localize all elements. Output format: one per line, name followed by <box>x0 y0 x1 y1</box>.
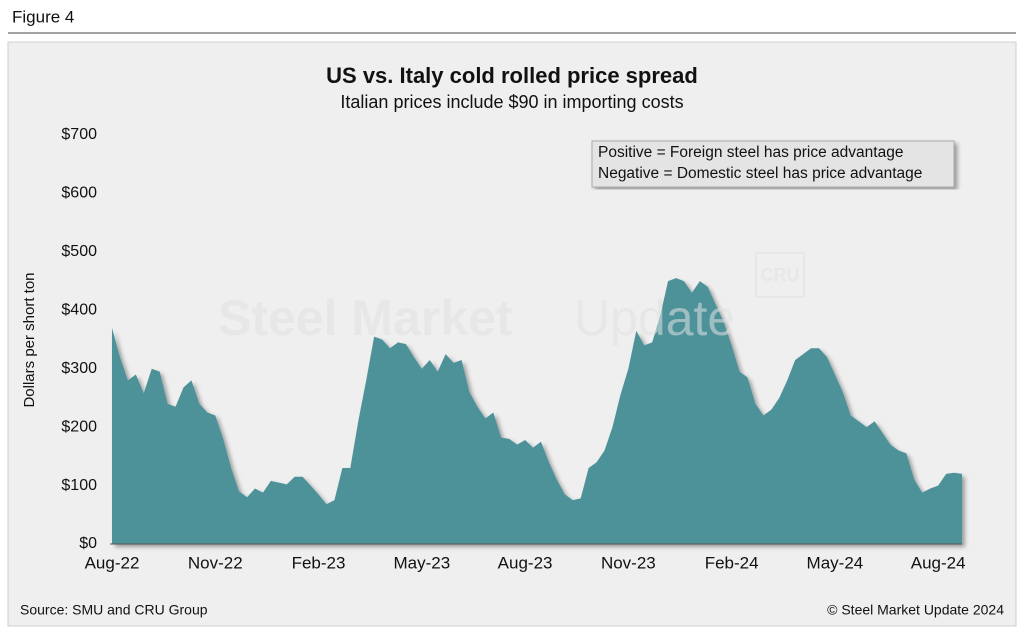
watermark-logo: CRU <box>761 265 800 285</box>
x-tick-label: Feb-24 <box>705 553 759 572</box>
y-tick-label: $500 <box>61 243 97 260</box>
x-tick-label: Nov-23 <box>601 553 656 572</box>
annotation-box <box>591 140 955 188</box>
copyright: © Steel Market Update 2024 <box>827 602 1004 618</box>
watermark: Steel Market Update CRU <box>218 252 805 346</box>
chart-title: US vs. Italy cold rolled price spread <box>326 63 698 88</box>
y-axis-label: Dollars per short ton <box>21 272 38 407</box>
y-tick-label: $300 <box>61 360 97 377</box>
figure-label: Figure 4 <box>12 7 74 26</box>
x-tick-label: May-23 <box>393 553 450 572</box>
y-tick-label: $0 <box>79 535 97 552</box>
y-tick-label: $600 <box>61 185 97 202</box>
y-tick-label: $200 <box>61 418 97 435</box>
annotation: Positive = Foreign steel has price advan… <box>598 144 903 161</box>
watermark-light: Update <box>574 290 735 346</box>
y-tick-label: $700 <box>61 126 97 143</box>
plot: $0 $100 $200 $300 $400 $500 $600 $700 Aug-22 Nov-… <box>61 126 965 572</box>
watermark-main: Steel Market <box>218 290 513 346</box>
x-tick-label: Aug-23 <box>498 553 553 572</box>
x-tick-label: Aug-22 <box>85 553 140 572</box>
x-tick-label: Feb-23 <box>292 553 346 572</box>
y-tick-label: $100 <box>61 477 97 494</box>
x-tick-label: Nov-22 <box>188 553 243 572</box>
source: Source: SMU and CRU Group <box>20 602 208 618</box>
y-tick-label: $400 <box>61 302 97 319</box>
annotation: Negative = Domestic steel has price adva… <box>598 165 922 182</box>
x-tick-label: Aug-24 <box>911 553 966 572</box>
area <box>112 278 962 544</box>
chart-subtitle: Italian prices include $90 in importing … <box>340 92 683 112</box>
watermark-logo-box <box>755 252 805 298</box>
x-tick-label: May-24 <box>807 553 864 572</box>
